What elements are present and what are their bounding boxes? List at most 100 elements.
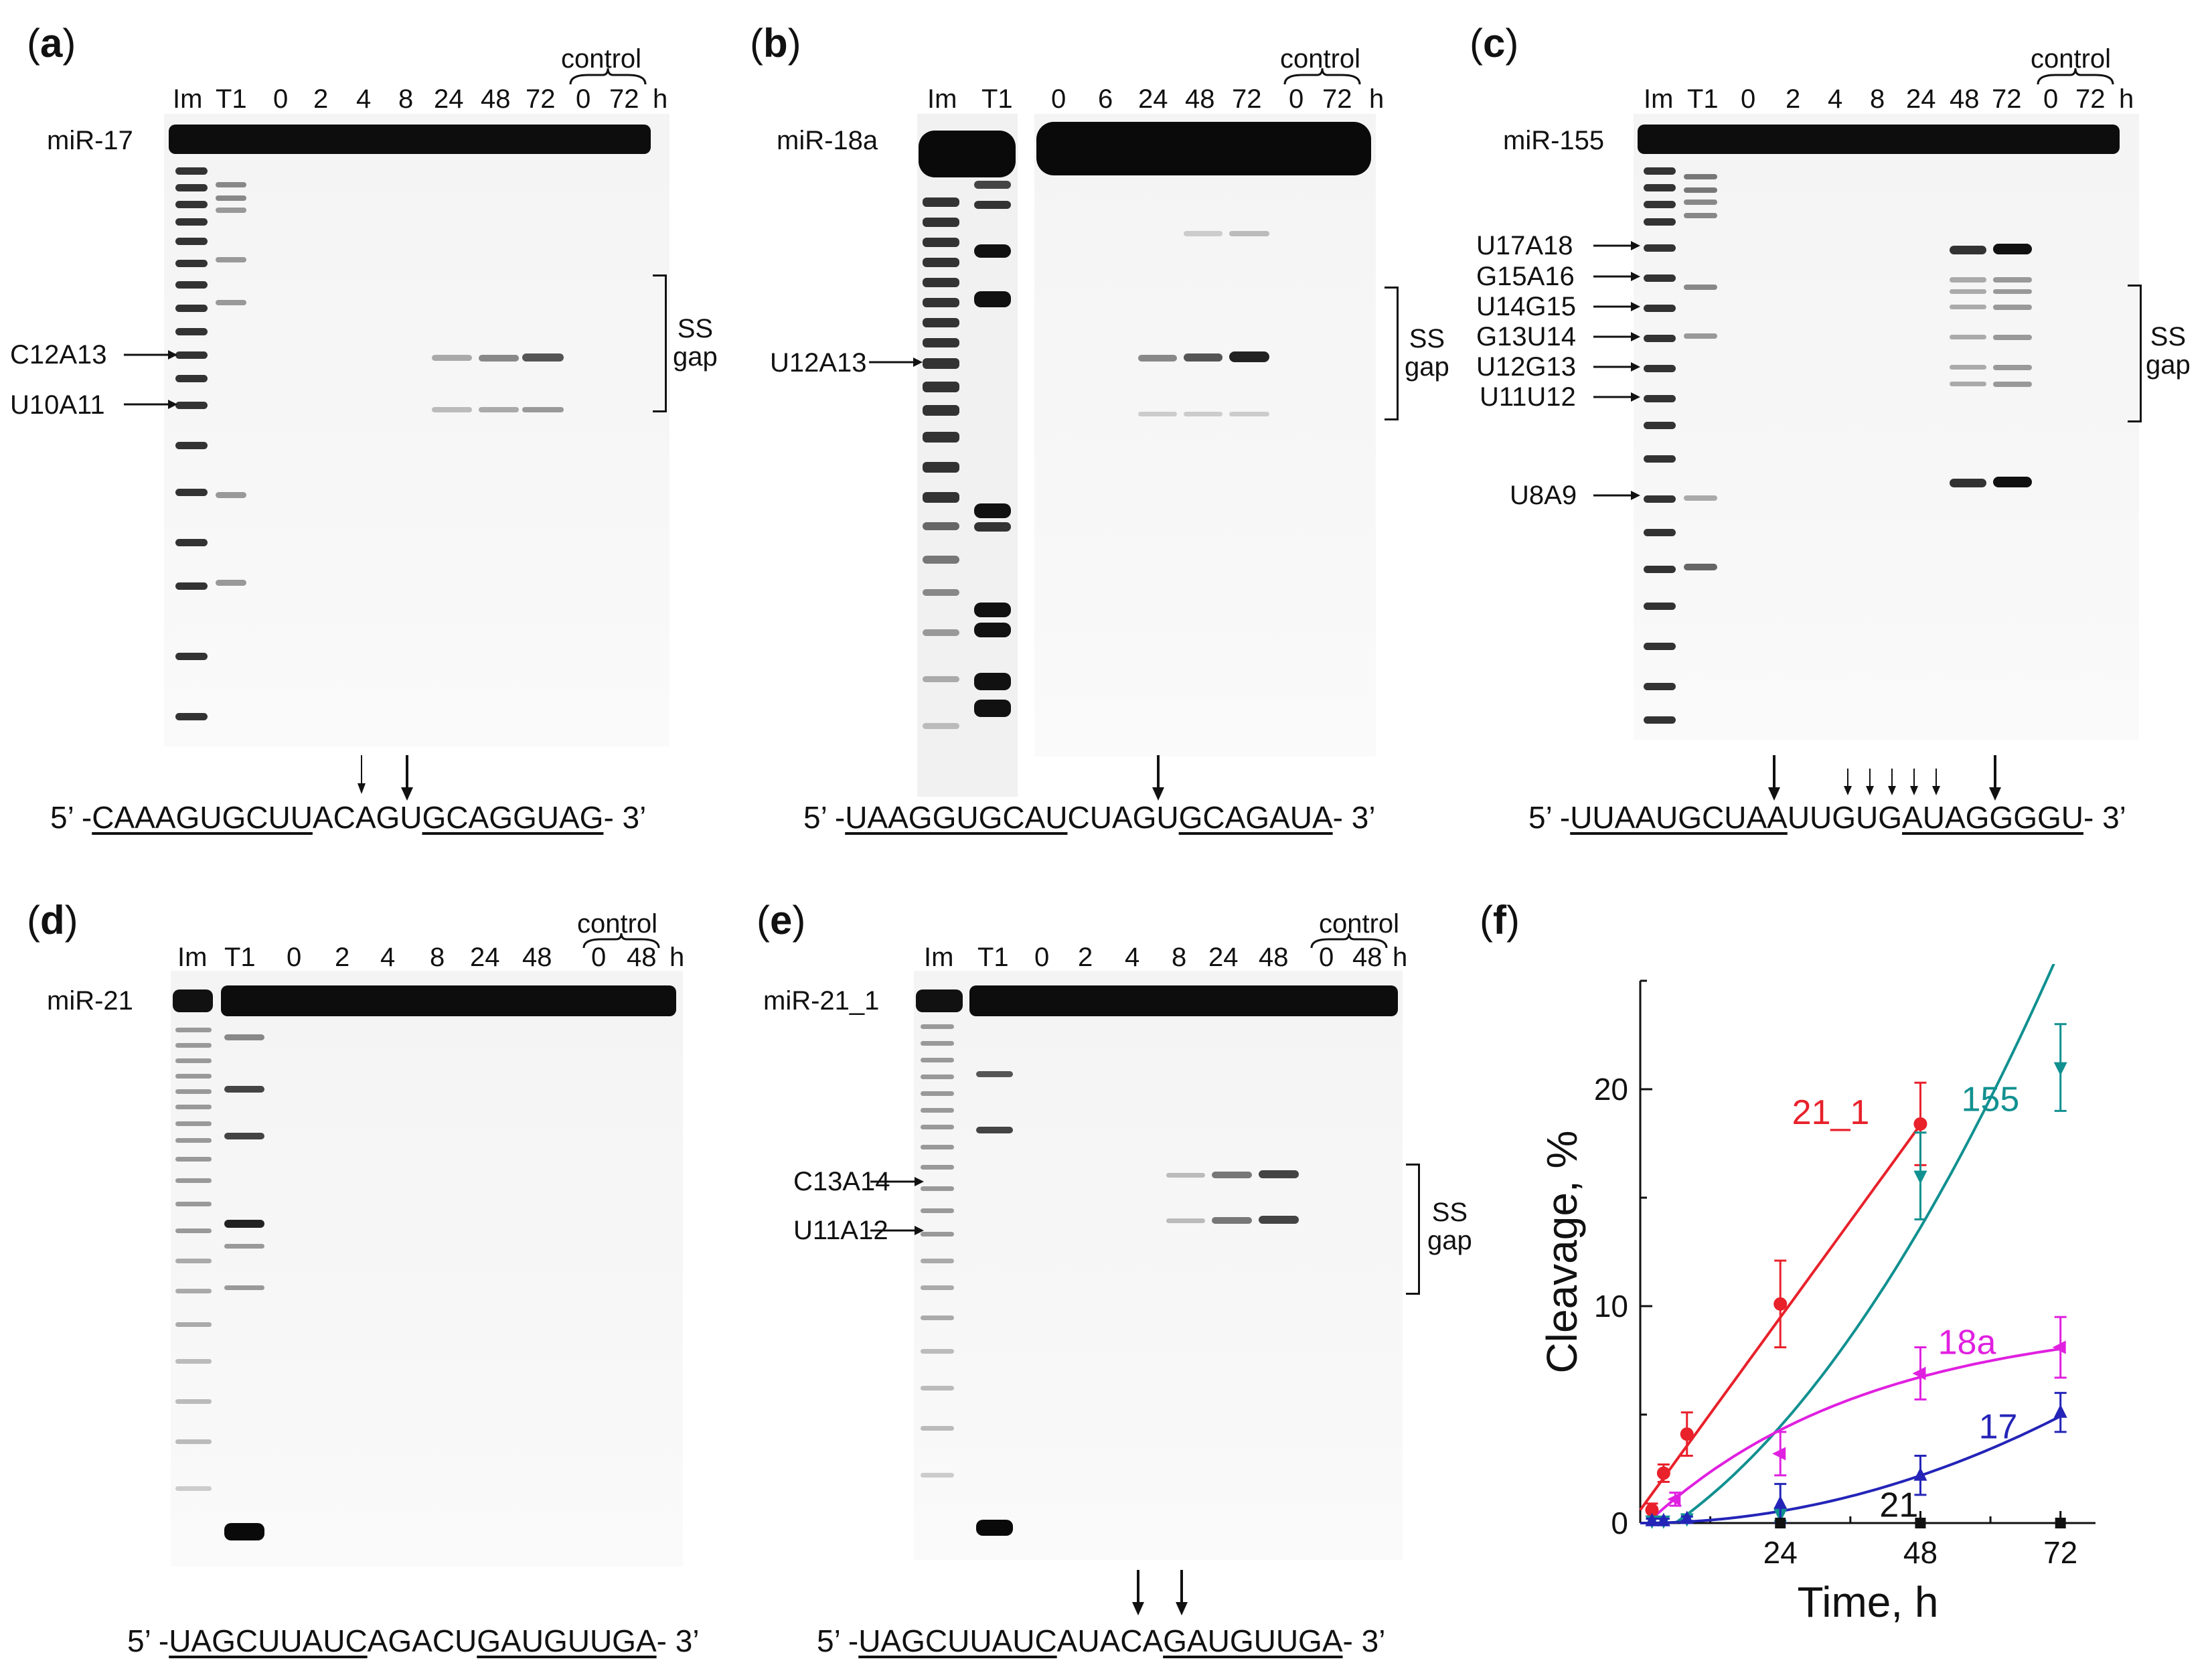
- t1-band: [216, 195, 246, 201]
- lane-label: 72: [1992, 84, 2022, 114]
- cleavage-arrow-icon: [1132, 1570, 1188, 1615]
- lane-label: 24: [470, 943, 500, 972]
- ladder-band: [921, 1232, 954, 1237]
- cleavage-band: [1138, 412, 1177, 416]
- control-label: control: [561, 44, 642, 74]
- ladder-band: [175, 1138, 212, 1143]
- lane-label: 48: [522, 943, 552, 972]
- lane-label: 2: [1786, 84, 1801, 114]
- cleavage-band: [1993, 277, 2032, 283]
- cleavage-band: [1212, 1172, 1252, 1178]
- ss-gap-label: SS gap: [673, 314, 718, 372]
- ladder-band: [1644, 305, 1676, 312]
- ladder-band: [921, 1145, 954, 1149]
- rna-label: miR-18a: [777, 126, 878, 155]
- t1-band: [974, 623, 1011, 637]
- cleavage-band: [432, 355, 472, 361]
- ladder-band: [175, 1178, 212, 1183]
- t1-band: [224, 1034, 264, 1040]
- lane-label: Im: [924, 943, 954, 972]
- ladder-band: [175, 1359, 212, 1364]
- gel-image-a: [164, 114, 669, 746]
- lane-label: Im: [173, 84, 203, 114]
- lane-label: T1: [224, 943, 256, 972]
- cleavage-band: [1993, 289, 2032, 294]
- ladder-band: [923, 522, 959, 530]
- panel-label-a: (a): [27, 21, 76, 66]
- arrow-icon: [1593, 392, 1640, 402]
- ladder-band: [1644, 201, 1676, 208]
- ladder-band: [1644, 716, 1676, 724]
- ladder-band: [923, 318, 959, 327]
- t1-band: [976, 1127, 1013, 1133]
- cleavage-band: [479, 355, 519, 362]
- data-point: [1667, 1492, 1681, 1506]
- ladder-band: [1644, 184, 1676, 191]
- rna-label: miR-155: [1503, 126, 1605, 155]
- ladder-band: [923, 589, 959, 596]
- lane-label: 0: [273, 84, 289, 114]
- x-tick-label: 48: [1903, 1535, 1938, 1570]
- t1-band: [216, 580, 246, 586]
- t1-band: [1684, 564, 1717, 570]
- full-length-band: [969, 985, 1398, 1016]
- cleavage-band: [1212, 1217, 1252, 1224]
- fit-line-17: [1640, 1415, 2061, 1524]
- cleavage-band: [1259, 1170, 1299, 1178]
- cleavage-arrow-icon: [1768, 755, 2001, 801]
- y-axis-label: Cleavage, %: [1538, 1131, 1586, 1374]
- ladder-band: [175, 402, 208, 409]
- ladder-band: [923, 358, 959, 369]
- lane-label: Im: [927, 84, 957, 114]
- t1-band: [974, 603, 1011, 617]
- data-point: [1912, 1366, 1926, 1380]
- t1-band: [1684, 174, 1717, 179]
- ladder-band: [923, 723, 959, 729]
- cleavage-arrow-icon: [358, 755, 413, 801]
- ladder-band: [923, 462, 959, 473]
- cleavage-band: [1138, 355, 1177, 362]
- lane-label: Im: [1644, 84, 1674, 114]
- cleavage-band: [1950, 289, 1986, 294]
- ladder-band: [1644, 683, 1676, 690]
- ladder-band: [923, 278, 959, 287]
- lane-label: 4: [1828, 84, 1843, 114]
- sequence-text: 5’ -CAAAGUGCUUACAGUGCAGGUAG- 3’: [50, 800, 647, 835]
- lane-label: 2: [1078, 943, 1093, 972]
- data-point: [2053, 1404, 2067, 1418]
- ladder-band: [1644, 395, 1676, 402]
- ladder-band: [923, 338, 959, 347]
- cleavage-band: [432, 407, 472, 412]
- x-axis-label: Time, h: [1798, 1578, 1939, 1626]
- lane-label: 2: [335, 943, 350, 972]
- t1-band: [1684, 495, 1717, 501]
- lane-label: T1: [216, 84, 247, 114]
- site-label: U12A13: [770, 348, 867, 378]
- x-tick-label: 24: [1763, 1535, 1798, 1570]
- site-label: U11U12: [1480, 382, 1576, 412]
- ladder-band: [1644, 365, 1676, 372]
- ladder-band: [923, 218, 959, 227]
- ss-gap-label: SS gap: [2146, 322, 2191, 380]
- fit-line-155: [1674, 964, 2055, 1524]
- ladder-band: [923, 258, 959, 267]
- t1-band: [1684, 213, 1717, 218]
- panel-label-f: (f): [1480, 898, 1520, 943]
- fit-line-18a: [1651, 1347, 2061, 1520]
- unit-label: h: [669, 943, 685, 972]
- x-tick-label: 72: [2043, 1535, 2077, 1570]
- ss-gap-bracket: [2128, 285, 2142, 422]
- ladder-band: [923, 405, 959, 416]
- arrow-icon: [1593, 332, 1640, 341]
- sequence-text: 5’ -UAGCUUAUCAGACUGAUGUUGA- 3’: [127, 1623, 700, 1658]
- control-brace: [1310, 933, 1388, 949]
- ss-gap-label: SS gap: [1427, 1198, 1472, 1255]
- lane-label: 0: [591, 943, 607, 972]
- t1-band: [224, 1220, 264, 1228]
- lane-label: 8: [430, 943, 445, 972]
- t1-band: [216, 257, 246, 262]
- ladder-band: [1644, 218, 1676, 226]
- ss-gap-bracket: [1385, 287, 1399, 420]
- data-point: [1656, 1466, 1670, 1480]
- ladder-band: [921, 1473, 954, 1478]
